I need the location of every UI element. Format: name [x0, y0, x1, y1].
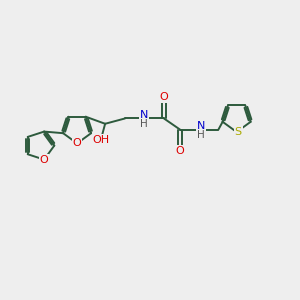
Text: N: N	[196, 121, 205, 131]
Text: O: O	[160, 92, 168, 102]
Text: O: O	[176, 146, 184, 156]
Text: N: N	[140, 110, 148, 120]
Text: OH: OH	[93, 135, 110, 145]
Text: H: H	[197, 130, 205, 140]
Text: O: O	[73, 138, 82, 148]
Text: O: O	[40, 154, 49, 165]
Text: S: S	[235, 127, 242, 137]
Text: H: H	[140, 119, 148, 129]
